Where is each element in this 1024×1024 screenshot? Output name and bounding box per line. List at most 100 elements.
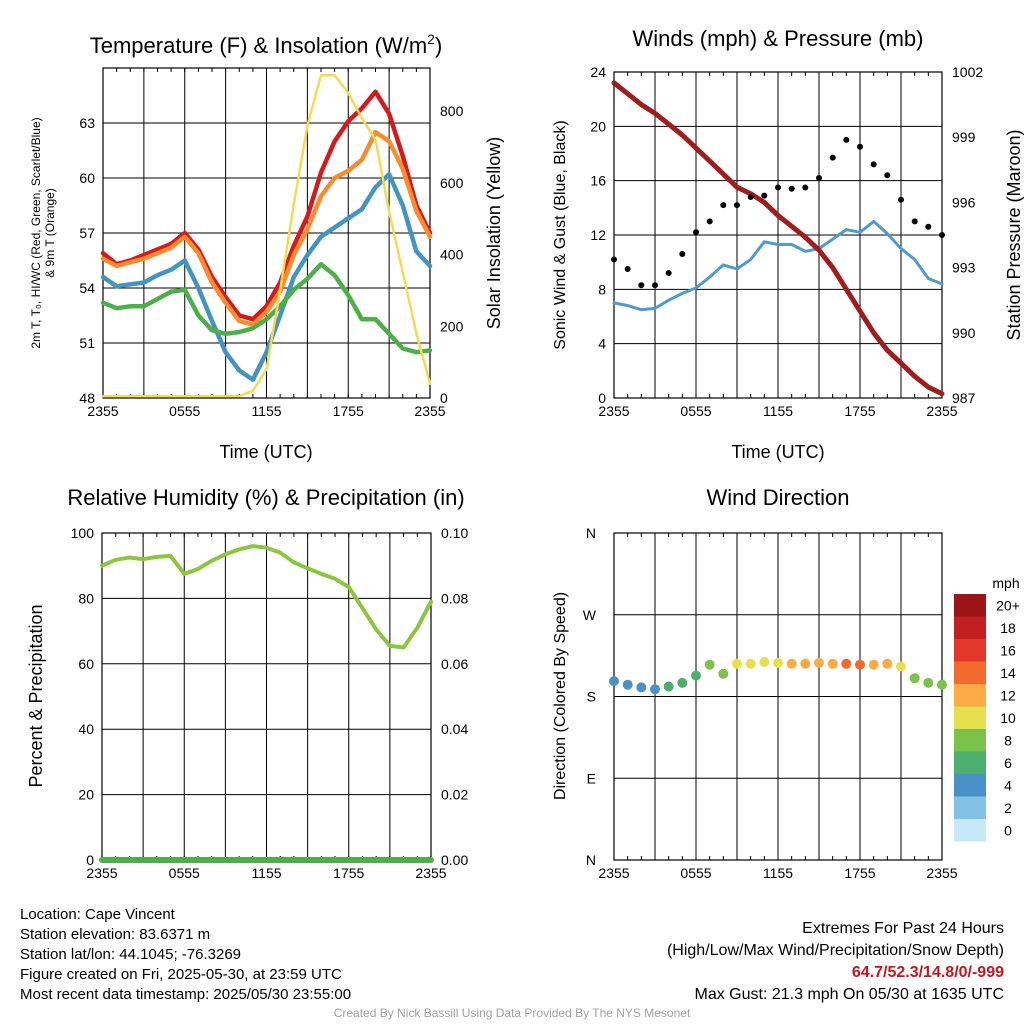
temp-ytick-right-label: 400 — [440, 247, 464, 263]
extremes-legend: (High/Low/Max Wind/Precipitation/Snow De… — [666, 942, 1004, 959]
colorbar-label: 4 — [1004, 777, 1012, 793]
max-gust-text: Max Gust: 21.3 mph On 05/30 at 1635 UTC — [694, 986, 1005, 1003]
wind-gust-point — [775, 184, 781, 191]
wind-gust-point — [911, 218, 918, 225]
wind-title: Winds (mph) & Pressure (mb) — [633, 26, 924, 51]
extremes-info: Extremes For Past 24 Hours (High/Low/Max… — [667, 918, 1004, 1006]
colorbar-swatch — [954, 819, 986, 842]
wind-series-station-pressure — [611, 80, 945, 397]
colorbar-label: 6 — [1004, 755, 1012, 771]
colorbar-label: 20+ — [996, 597, 1020, 613]
wind-xtick-label: 2355 — [926, 403, 957, 419]
colorbar-title: mph — [992, 575, 1019, 591]
dir-xtick-label: 1155 — [763, 865, 793, 881]
dir-point — [609, 676, 619, 687]
dir-point — [704, 659, 715, 670]
wind-gust-point — [706, 218, 713, 225]
wind-ylabel-left: Sonic Wind & Gust (Blue, Black) — [552, 120, 569, 349]
wind-gust-point — [925, 223, 932, 230]
dir-xtick-label: 1755 — [844, 865, 875, 881]
wind-gust-point — [843, 136, 850, 143]
wind-gust-point — [665, 270, 672, 276]
colorbar-label: 2 — [1004, 800, 1012, 816]
wind-ytick-label: 16 — [590, 173, 606, 189]
dir-ytick-label: E — [587, 770, 596, 786]
colorbar-label: 16 — [1000, 642, 1016, 658]
dir-point — [827, 658, 838, 669]
wind-xtick-label: 0555 — [680, 403, 711, 419]
rh-title: Relative Humidity (%) & Precipitation (i… — [67, 485, 464, 510]
dir-point — [650, 684, 660, 695]
elevation-text: Station elevation: 83.6371 m — [20, 926, 211, 943]
wind-gust-point — [734, 202, 740, 209]
wind-gust-point — [898, 196, 904, 203]
dir-point — [718, 668, 729, 679]
dir-point — [841, 658, 852, 669]
rh-ytick-right-label: 0.04 — [441, 721, 468, 737]
wind-gust-point — [870, 161, 877, 168]
wind-ytick-right-label: 996 — [952, 194, 976, 210]
colorbar-swatch — [954, 594, 986, 617]
rh-ytick-label: 40 — [78, 721, 94, 737]
temp-ytick-label: 54 — [79, 280, 95, 296]
dir-point — [745, 658, 756, 669]
temp-xtick-label: 2355 — [87, 403, 118, 419]
wind-ytick-label: 24 — [590, 64, 606, 80]
wind-gust-point — [638, 282, 645, 289]
rh-ytick-right-label: 0.02 — [441, 787, 468, 803]
colorbar-swatch — [954, 706, 986, 729]
temp-series-t — [100, 261, 433, 355]
dir-point — [677, 677, 688, 688]
colorbar-swatch — [954, 616, 986, 639]
temp-ytick-right-label: 0 — [440, 390, 448, 406]
temp-series-2m-t — [100, 89, 433, 322]
wind-gust-point — [884, 172, 891, 179]
recent-text: Most recent data timestamp: 2025/05/30 2… — [20, 986, 352, 1003]
dir-point — [691, 670, 701, 681]
dir-xtick-label: 2355 — [598, 865, 629, 881]
temp-xtick-label: 1755 — [333, 403, 364, 419]
dir-point — [882, 658, 893, 669]
dir-xtick-label: 0555 — [680, 865, 711, 881]
wind-xtick-label: 1755 — [844, 403, 875, 419]
dir-point — [896, 661, 906, 672]
rh-xtick-label: 2355 — [86, 865, 117, 881]
rh-ytick-label: 60 — [78, 656, 94, 672]
dir-point — [786, 658, 797, 669]
wind-series-sonic-wind — [612, 219, 944, 312]
dir-title: Wind Direction — [706, 485, 849, 510]
wind-gust-point — [693, 229, 699, 236]
dir-point — [937, 679, 947, 690]
wind-gust-point — [816, 175, 822, 181]
dir-point — [814, 657, 824, 668]
colorbar-swatch — [954, 729, 986, 752]
dir-point — [868, 659, 879, 670]
dir-point — [636, 682, 647, 693]
wind-gust-point — [747, 194, 754, 200]
colorbar-swatch — [954, 639, 986, 662]
wind-gust-point — [939, 232, 945, 238]
wind-gust-point — [857, 143, 863, 150]
temp-ytick-label: 48 — [79, 390, 95, 406]
station-info: Location: Cape Vincent Station elevation… — [20, 905, 351, 1005]
wind-gust-point — [829, 154, 836, 161]
colorbar-label: 12 — [1000, 687, 1016, 703]
colorbar-swatch — [954, 796, 986, 819]
colorbar-label: 10 — [1000, 710, 1016, 726]
created-text: Figure created on Fri, 2025-05-30, at 23… — [20, 966, 342, 983]
wind-ytick-label: 4 — [598, 336, 606, 352]
colorbar-swatch — [954, 774, 986, 797]
dir-point — [800, 658, 811, 669]
colorbar-label: 14 — [1000, 665, 1016, 681]
wind-gust-point — [652, 282, 658, 289]
temp-xlabel: Time (UTC) — [219, 442, 312, 462]
wind-gust-point — [788, 185, 795, 192]
dir-ytick-label: N — [586, 525, 596, 541]
wind-ylabel-right: Station Pressure (Maroon) — [1004, 129, 1024, 340]
temp-ytick-label: 60 — [79, 170, 95, 186]
temp-series-hi-wc — [100, 172, 433, 382]
colorbar-swatch — [954, 661, 986, 684]
temp-ylabel-left: 2m T, T₀, HI/WC (Red, Green, Scarlet/Blu… — [29, 117, 43, 348]
dir-point — [909, 673, 920, 684]
wind-gust-point — [611, 256, 617, 263]
